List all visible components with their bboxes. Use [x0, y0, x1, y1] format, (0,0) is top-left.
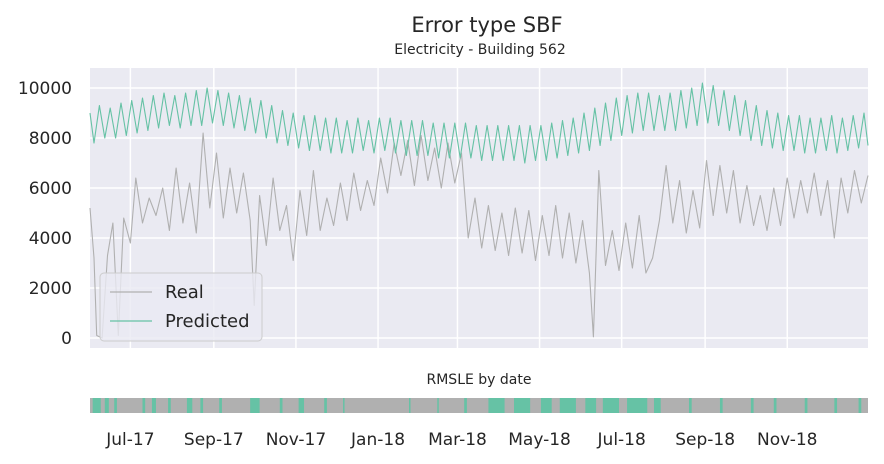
rmsle-strip-background — [90, 398, 868, 413]
rmsle-strip-title: RMSLE by date — [427, 372, 532, 388]
rmsle-high-segment — [343, 398, 345, 413]
rmsle-high-segment — [200, 398, 204, 413]
rmsle-strip — [90, 398, 868, 413]
x-tick-label: May-18 — [508, 430, 571, 450]
x-axis-ticks: Jul-17 Sep-17 Nov-17 Jan-18 Mar-18 May-18 Jul-… — [105, 430, 817, 450]
x-tick-label: Nov-18 — [757, 430, 818, 450]
series-line-real — [89, 132, 869, 339]
chart-title: Error type SBF — [411, 13, 562, 37]
y-tick-label: 10000 — [18, 79, 72, 99]
x-tick-label: Sep-18 — [675, 430, 735, 450]
rmsle-high-segment — [858, 398, 862, 413]
rmsle-high-segment — [834, 398, 838, 413]
x-tick-label: Jan-18 — [350, 430, 405, 450]
x-tick-label: Sep-17 — [184, 430, 244, 450]
x-tick-label: Jul-17 — [105, 430, 154, 450]
rmsle-high-segment — [298, 398, 305, 413]
y-tick-label: 6000 — [29, 179, 72, 199]
y-tick-label: 2000 — [29, 279, 72, 299]
rmsle-high-segment — [409, 398, 411, 413]
rmsle-high-segment — [324, 398, 327, 413]
rmsle-high-segment — [653, 398, 661, 413]
rmsle-high-segment — [719, 398, 723, 413]
y-axis-ticks: 0 2000 4000 6000 8000 10000 — [18, 79, 72, 349]
y-tick-label: 0 — [61, 329, 72, 349]
rmsle-high-segment — [488, 398, 505, 413]
rmsle-high-segment — [750, 398, 754, 413]
rmsle-high-segment — [602, 398, 619, 413]
rmsle-high-segment — [92, 398, 101, 413]
rmsle-high-segment — [168, 398, 171, 413]
legend-label-predicted: Predicted — [165, 311, 250, 332]
legend-box — [99, 272, 263, 342]
rmsle-high-segment — [627, 398, 648, 413]
rmsle-high-segment — [773, 398, 777, 413]
x-tick-label: Nov-17 — [266, 430, 327, 450]
legend-label-real: Real — [165, 282, 204, 303]
legend: Real Predicted — [99, 272, 263, 342]
rmsle-high-segment — [437, 398, 439, 413]
chart-subtitle: Electricity - Building 562 — [394, 42, 565, 58]
x-tick-label: Jul-18 — [597, 430, 646, 450]
x-tick-label: Mar-18 — [428, 430, 487, 450]
rmsle-high-segment — [104, 398, 109, 413]
rmsle-high-segment — [250, 398, 260, 413]
y-tick-label: 4000 — [29, 229, 72, 249]
rmsle-high-segment — [585, 398, 597, 413]
rmsle-high-segment — [540, 398, 552, 413]
rmsle-high-segment — [513, 398, 531, 413]
rmsle-high-segment — [279, 398, 283, 413]
y-tick-label: 8000 — [29, 129, 72, 149]
rmsle-high-segment — [114, 398, 117, 413]
rmsle-high-segment — [186, 398, 193, 413]
rmsle-high-segment — [142, 398, 146, 413]
rmsle-high-segment — [559, 398, 576, 413]
rmsle-high-segment — [219, 398, 222, 413]
rmsle-high-segment — [688, 398, 692, 413]
rmsle-high-segment — [151, 398, 156, 413]
series-line-predicted — [89, 82, 869, 164]
rmsle-high-segment — [804, 398, 808, 413]
rmsle-high-segment — [464, 398, 467, 413]
series-layer — [89, 82, 869, 339]
